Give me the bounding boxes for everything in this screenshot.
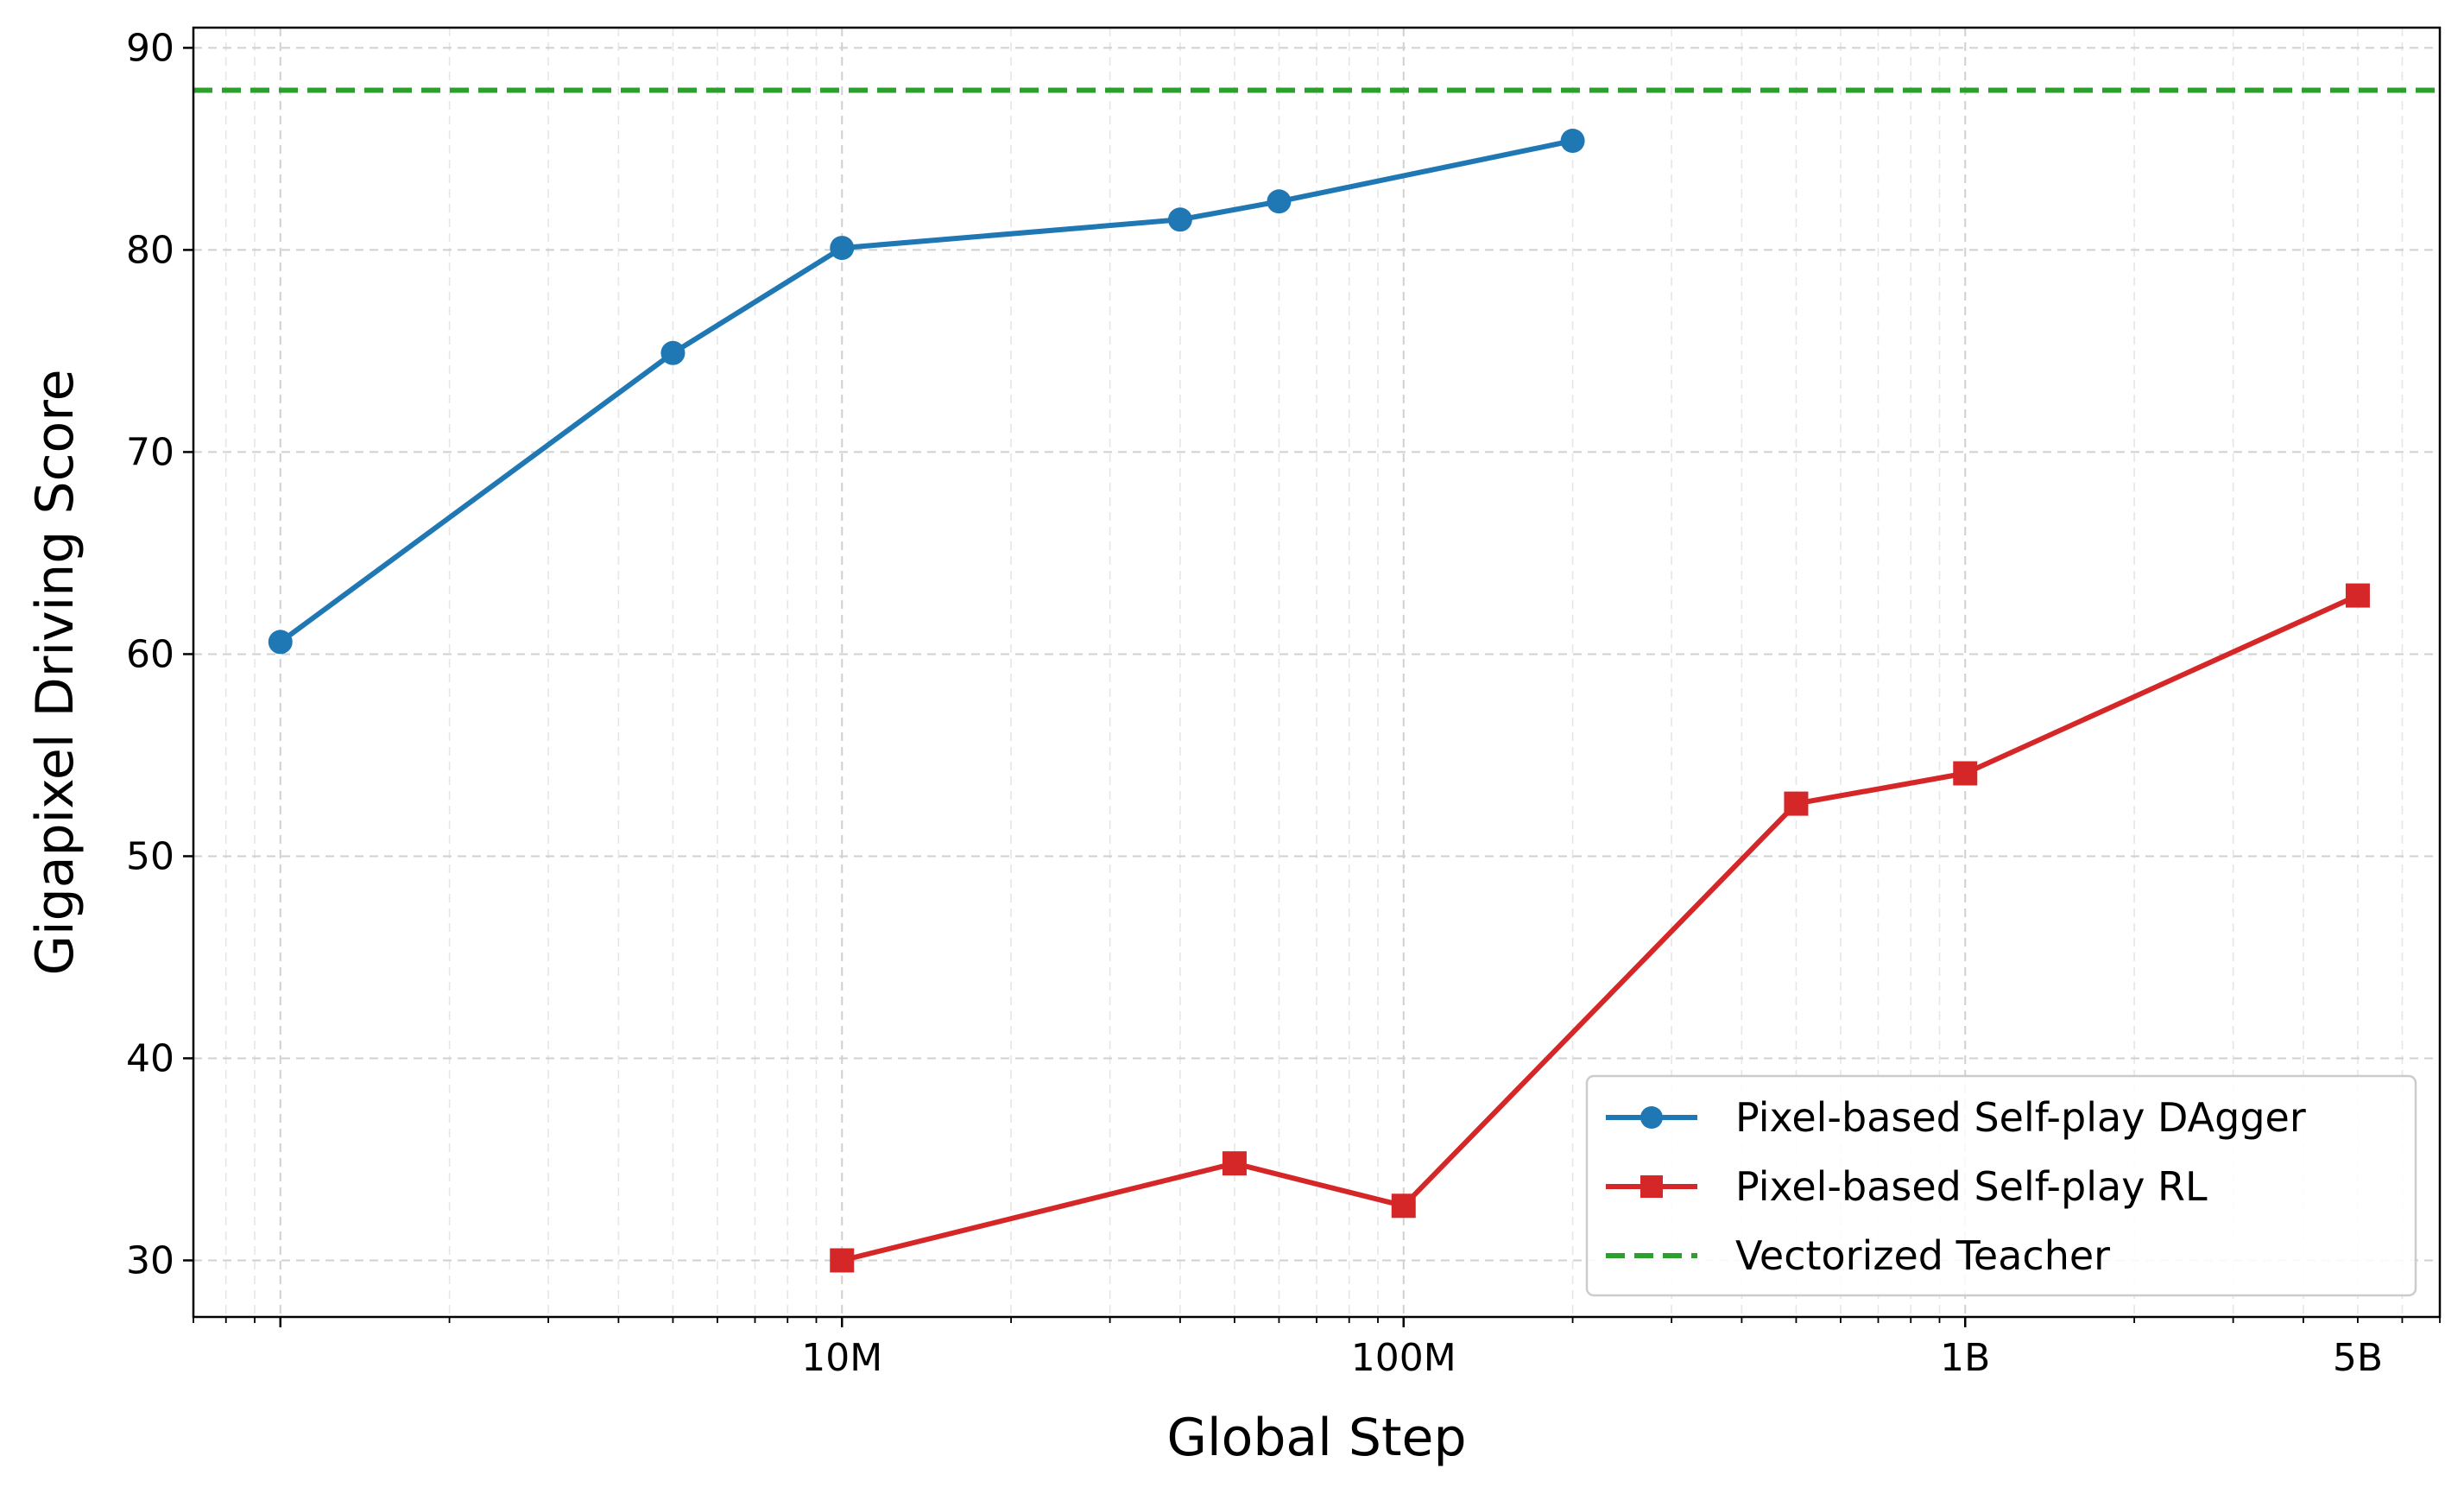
legend-box [1585,1074,2417,1297]
x-tick-label: 1B [1940,1336,1990,1380]
data-point-circle [830,236,855,261]
data-point-circle [660,340,685,365]
y-tick-label: 90 [126,26,174,70]
data-point-square [1784,791,1809,816]
legend-entry: Pixel-based Self-play DAgger [1606,1094,2306,1141]
x-tick-label: 10M [801,1336,882,1380]
series-line [841,592,2360,1263]
data-point-square [1391,1193,1416,1219]
series-group [830,583,2370,1273]
data-point-square [2345,583,2370,608]
legend-label: Pixel-based Self-play DAgger [1735,1094,2306,1141]
series-line [279,138,1574,644]
series [268,129,2370,1273]
x-axis-label: Global Step [1166,1408,1466,1468]
y-tick-label: 70 [126,430,174,474]
axis-ticks: 30 40 50 60 70 80 90 10M 100M 1B 5B [126,26,2441,1380]
x-tick-label: 100M [1351,1336,1456,1380]
data-point-square [1640,1175,1663,1198]
legend-label: Pixel-based Self-play RL [1735,1163,2208,1210]
y-tick-label: 30 [126,1238,174,1282]
y-tick-label: 50 [126,834,174,878]
x-tick-label: 5B [2333,1336,2383,1380]
data-point-square [1222,1151,1247,1176]
data-point-circle [1167,207,1192,232]
y-tick-label: 80 [126,228,174,272]
series-group [268,129,1585,655]
data-point-circle [1560,129,1585,154]
legend-entry: Pixel-based Self-play RL [1606,1163,2208,1210]
data-point-circle [1640,1106,1663,1129]
legend-label: Vectorized Teacher [1735,1232,2110,1279]
legend: Pixel-based Self-play DAgger Pixel-based … [1585,1074,2417,1297]
y-tick-label: 60 [126,632,174,676]
data-point-square [1953,761,1978,786]
legend-entry: Vectorized Teacher [1606,1232,2110,1279]
y-axis-label: Gigapixel Driving Score [25,369,85,975]
y-tick-label: 40 [126,1036,174,1080]
data-point-square [830,1248,855,1273]
data-point-circle [268,630,293,655]
data-point-circle [1267,189,1292,214]
